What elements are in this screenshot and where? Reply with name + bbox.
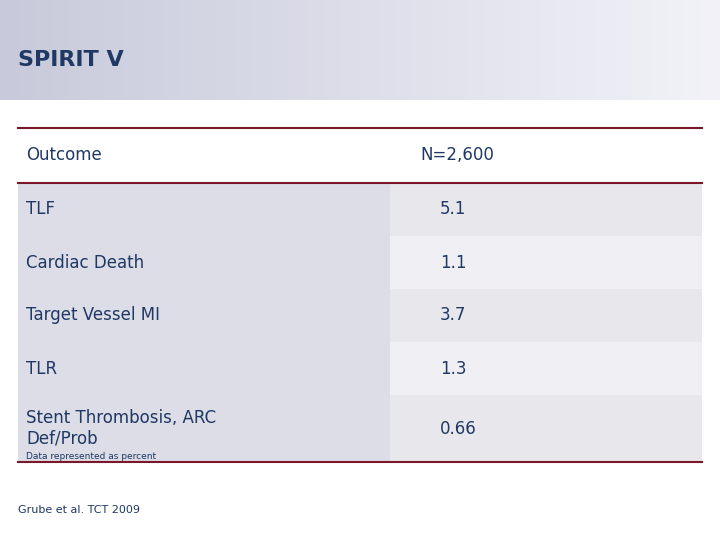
Bar: [18, 395, 390, 462]
Bar: [18, 342, 390, 395]
Text: TLF: TLF: [26, 200, 55, 219]
Bar: [390, 395, 702, 462]
Bar: [18, 289, 390, 342]
Bar: [18, 128, 702, 183]
Text: 1.1: 1.1: [440, 253, 467, 272]
Text: Target Vessel MI: Target Vessel MI: [26, 307, 160, 325]
Bar: [390, 289, 702, 342]
Text: Data represented as percent: Data represented as percent: [26, 452, 156, 461]
Bar: [18, 183, 390, 236]
Text: Cardiac Death: Cardiac Death: [26, 253, 144, 272]
Text: SPIRIT V: SPIRIT V: [18, 50, 124, 70]
Text: Stent Thrombosis, ARC
Def/Prob: Stent Thrombosis, ARC Def/Prob: [26, 409, 216, 448]
Text: N=2,600: N=2,600: [420, 146, 494, 165]
Text: 5.1: 5.1: [440, 200, 467, 219]
Text: Outcome: Outcome: [26, 146, 102, 165]
Text: 3.7: 3.7: [440, 307, 467, 325]
Text: 1.3: 1.3: [440, 360, 467, 377]
Bar: [18, 236, 390, 289]
Text: Grube et al. TCT 2009: Grube et al. TCT 2009: [18, 505, 140, 515]
Bar: [390, 342, 702, 395]
Text: 0.66: 0.66: [440, 420, 477, 437]
Bar: [390, 236, 702, 289]
Text: TLR: TLR: [26, 360, 57, 377]
Bar: [390, 183, 702, 236]
